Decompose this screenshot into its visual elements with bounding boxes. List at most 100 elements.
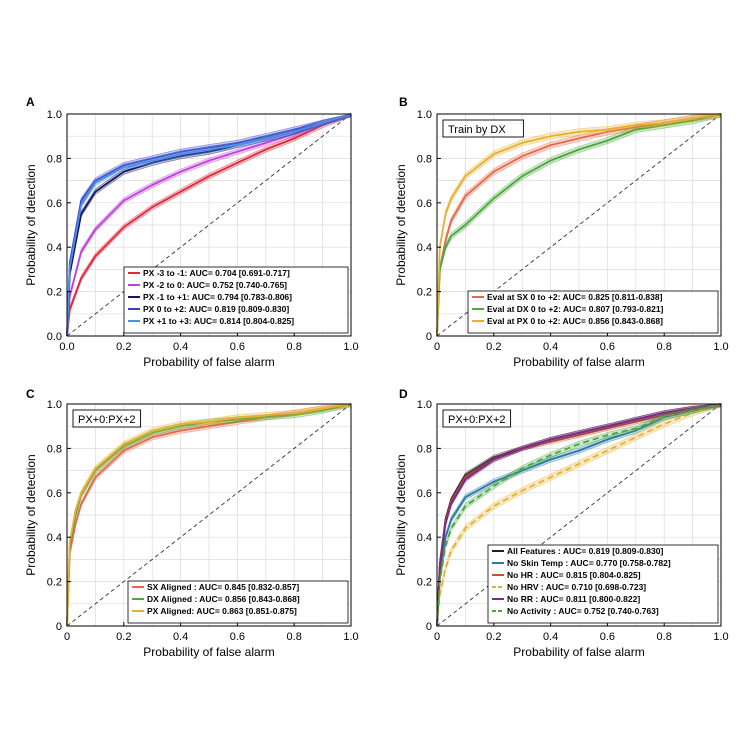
x-tick-label: 0.6 xyxy=(600,631,615,643)
y-tick-label: 0.8 xyxy=(417,443,432,455)
series-line-2 xyxy=(66,113,352,337)
x-tick-label: 0.2 xyxy=(486,631,501,643)
x-tick-label: 0 xyxy=(64,631,70,643)
y-tick-label: 1.0 xyxy=(47,109,62,121)
series-line-1 xyxy=(66,113,352,337)
legend-box xyxy=(467,290,719,334)
x-tick-label: 0 xyxy=(434,631,440,643)
x-tick-label: 1.0 xyxy=(343,341,358,353)
legend-entry-1: All Features : AUC= 0.819 [0.809-0.830] xyxy=(507,546,663,556)
y-tick-label: 0 xyxy=(56,621,62,633)
legend-entry-1: Eval at SX 0 to +2: AUC= 0.825 [0.811-0.… xyxy=(487,292,663,302)
y-tick-label: 0.4 xyxy=(417,242,432,254)
x-tick-label: 0.0 xyxy=(59,341,74,353)
y-tick-label: 0.2 xyxy=(417,287,432,299)
x-axis-label: Probability of false alarm xyxy=(513,355,644,369)
panel-letter: B xyxy=(399,95,408,109)
y-tick-label: 0.2 xyxy=(47,287,62,299)
legend-entry-5: PX +1 to +3: AUC= 0.814 [0.804-0.825] xyxy=(143,316,294,326)
y-tick-label: 0.8 xyxy=(417,153,432,165)
series-line-5 xyxy=(436,403,722,627)
legend-box xyxy=(123,266,349,334)
series-line-3 xyxy=(66,403,352,627)
inset-label-box xyxy=(72,409,142,428)
x-tick-label: 0.4 xyxy=(173,631,188,643)
panel-a: A 0.0 0.2 0.4 0.6 0.8 1.0 0.0 0.2 0.4 0.6 0.8 1.0 Pro… xyxy=(24,95,359,369)
series-line-3 xyxy=(436,113,722,337)
x-tick-label: 0.8 xyxy=(657,631,672,643)
series-line-4 xyxy=(66,113,352,337)
x-tick-label: 0.8 xyxy=(657,341,672,353)
y-axis-label: Probability of detection xyxy=(24,454,38,575)
y-tick-label: 0.2 xyxy=(47,577,62,589)
x-tick-label: 0.2 xyxy=(486,341,501,353)
inset-label: Train by DX xyxy=(448,124,506,136)
series-line-2 xyxy=(66,403,352,627)
inset-label-box xyxy=(442,119,524,138)
panel-letter: C xyxy=(26,387,35,401)
legend-entry-4: PX 0 to +2: AUC= 0.819 [0.809-0.830] xyxy=(143,304,289,314)
legend-entry-4: No HRV : AUC= 0.710 [0.698-0.723] xyxy=(507,582,646,592)
x-tick-label: 1.0 xyxy=(713,631,728,643)
y-tick-label: 0.4 xyxy=(47,532,62,544)
y-tick-label: 0.8 xyxy=(47,153,62,165)
y-tick-label: 0 xyxy=(426,621,432,633)
legend-entry-6: No Activity : AUC= 0.752 [0.740-0.763] xyxy=(507,606,659,616)
inset-label: PX+0:PX+2 xyxy=(78,414,136,426)
axes-frame xyxy=(66,403,352,627)
inset-label-box xyxy=(442,409,512,428)
series-line-4 xyxy=(436,403,722,627)
y-tick-label: 1.0 xyxy=(417,399,432,411)
x-tick-label: 0.6 xyxy=(230,341,245,353)
panel-d: D 0 0.2 0.4 0.6 0.8 1.0 0 0.2 0.4 0.6 0.8 1.0 Probabi… xyxy=(394,387,729,659)
series-line-5 xyxy=(66,113,352,337)
y-tick-label: 0 xyxy=(426,331,432,343)
x-tick-label: 0.6 xyxy=(230,631,245,643)
legend-entry-2: No Skin Temp : AUC= 0.770 [0.758-0.782] xyxy=(507,558,671,568)
legend-entry-5: No RR : AUC= 0.811 [0.800-0.822] xyxy=(507,594,640,604)
panel-c: C 0 0.2 0.4 0.6 0.8 1.0 0 0.2 0.4 0.6 0.8 1.0 Probabi… xyxy=(24,387,359,659)
y-tick-label: 0.0 xyxy=(47,331,62,343)
y-tick-label: 0.4 xyxy=(417,532,432,544)
y-tick-label: 1.0 xyxy=(47,399,62,411)
y-tick-label: 0.4 xyxy=(47,242,62,254)
legend-entry-3: PX Aligned: AUC= 0.863 [0.851-0.875] xyxy=(147,606,297,616)
axes-frame xyxy=(66,113,352,337)
legend-box xyxy=(127,580,349,624)
x-tick-label: 0.4 xyxy=(173,341,188,353)
y-tick-label: 0.6 xyxy=(417,488,432,500)
y-axis-label: Probability of detection xyxy=(394,454,408,575)
legend-entry-2: PX -2 to 0: AUC= 0.752 [0.740-0.765] xyxy=(143,280,287,290)
y-tick-label: 0.2 xyxy=(417,577,432,589)
x-tick-label: 1.0 xyxy=(713,341,728,353)
axes-frame xyxy=(436,403,722,627)
inset-label: PX+0:PX+2 xyxy=(448,414,506,426)
legend-entry-3: Eval at PX 0 to +2: AUC= 0.856 [0.843-0.… xyxy=(487,316,663,326)
y-tick-label: 1.0 xyxy=(417,109,432,121)
legend-entry-3: PX -1 to +1: AUC= 0.794 [0.783-0.806] xyxy=(143,292,292,302)
x-tick-label: 0.4 xyxy=(543,341,558,353)
x-tick-label: 0.6 xyxy=(600,341,615,353)
legend-entry-1: SX Aligned : AUC= 0.845 [0.832-0.857] xyxy=(147,582,299,592)
legend-entry-2: DX Aligned : AUC= 0.856 [0.843-0.868] xyxy=(147,594,300,604)
y-tick-label: 0.8 xyxy=(47,443,62,455)
y-tick-label: 0.6 xyxy=(47,488,62,500)
x-tick-label: 0 xyxy=(434,341,440,353)
panel-b: B 0 0.2 0.4 0.6 0.8 1.0 0 0.2 0.4 0.6 0.8 1.0 Probabi… xyxy=(394,95,729,369)
series-line-2 xyxy=(436,403,722,627)
y-tick-label: 0.6 xyxy=(417,198,432,210)
legend-entry-2: Eval at DX 0 to +2: AUC= 0.807 [0.793-0.… xyxy=(487,304,664,314)
x-tick-label: 0.2 xyxy=(116,631,131,643)
x-axis-label: Probability of false alarm xyxy=(143,355,274,369)
legend-box xyxy=(487,544,719,624)
x-tick-label: 0.4 xyxy=(543,631,558,643)
panel-letter: A xyxy=(26,95,35,109)
axes-frame xyxy=(436,113,722,337)
y-tick-label: 0.6 xyxy=(47,198,62,210)
series-line-6 xyxy=(436,403,722,627)
y-axis-label: Probability of detection xyxy=(24,164,38,285)
x-axis-label: Probability of false alarm xyxy=(513,645,644,659)
y-axis-label: Probability of detection xyxy=(394,164,408,285)
series-line-2 xyxy=(436,113,722,337)
